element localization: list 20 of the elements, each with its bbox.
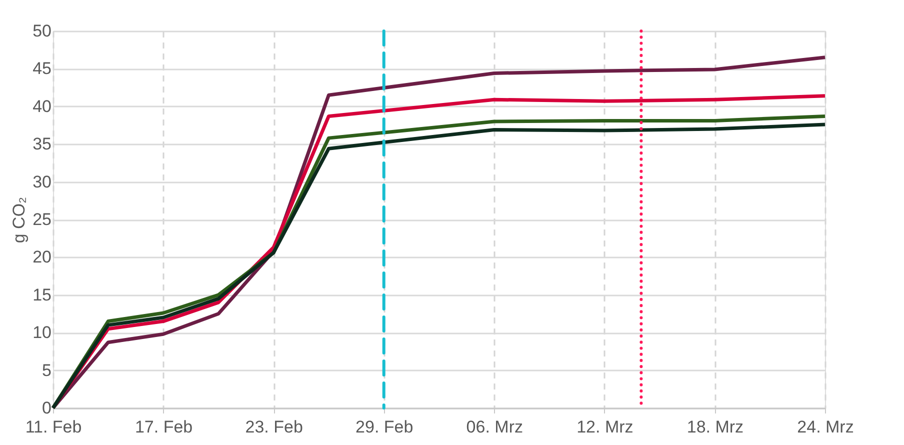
- y-tick-label: 5: [42, 360, 52, 380]
- x-tick-label: 18. Mrz: [686, 418, 744, 436]
- y-tick-label: 45: [32, 59, 52, 78]
- x-tick-label: 06. Mrz: [466, 418, 523, 436]
- y-axis-title: g CO₂: [10, 196, 29, 244]
- y-tick-label: 40: [32, 96, 52, 116]
- y-tick-label: 30: [32, 172, 52, 192]
- x-tick-label: 23. Feb: [245, 418, 303, 436]
- x-tick-label: 29. Feb: [356, 418, 414, 436]
- x-tick-label: 12. Mrz: [576, 418, 634, 436]
- y-tick-label: 50: [32, 22, 52, 40]
- y-tick-label: 25: [32, 210, 52, 229]
- x-tick-label: 17. Feb: [134, 418, 193, 436]
- y-tick-label: 35: [32, 134, 52, 154]
- y-tick-label: 15: [32, 285, 52, 304]
- x-tick-label: 11. Feb: [25, 418, 82, 436]
- y-tick-label: 10: [32, 323, 52, 342]
- y-tick-label: 0: [42, 398, 52, 418]
- y-tick-label: 20: [32, 248, 52, 267]
- x-tick-label: 24. Mrz: [797, 418, 854, 436]
